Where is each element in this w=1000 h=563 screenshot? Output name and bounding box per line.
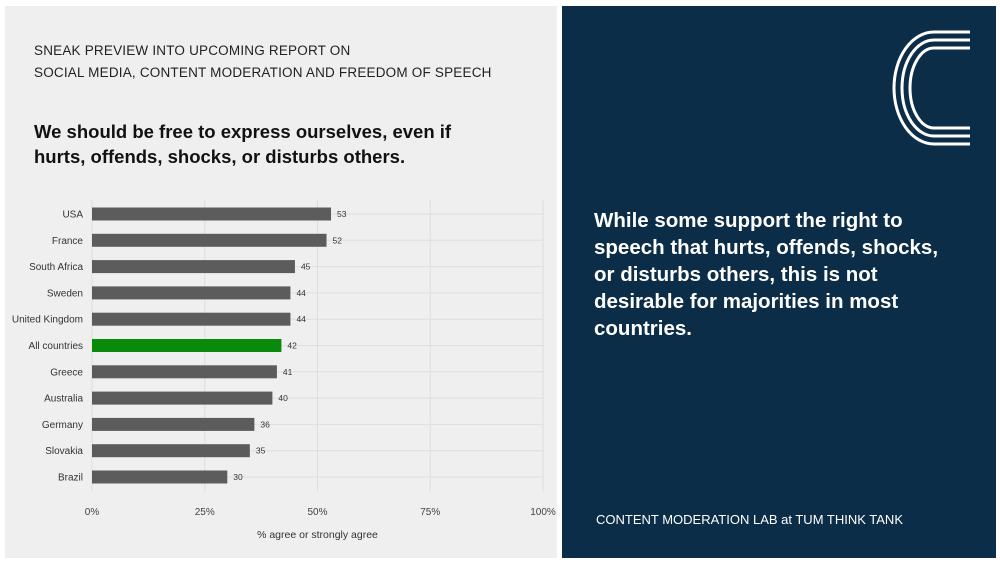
category-label: Slovakia <box>45 446 83 457</box>
category-label: Greece <box>50 367 83 378</box>
bar-value-label: 44 <box>296 288 306 298</box>
c-logo-icon <box>892 30 970 146</box>
bar-value-label: 40 <box>278 393 288 403</box>
category-label: Germany <box>42 420 83 431</box>
bar <box>92 233 327 247</box>
bar-value-label: 53 <box>337 209 347 219</box>
category-label: France <box>52 236 84 247</box>
bar <box>92 260 295 274</box>
bar-value-label: 42 <box>287 341 297 351</box>
footer-credit: CONTENT MODERATION LAB at TUM THINK TANK <box>596 512 903 527</box>
category-label: Brazil <box>58 473 83 484</box>
category-label: United Kingdom <box>12 315 83 326</box>
bar-chart: USA 53 France 52 South Africa 45 Sweden 44 Unite… <box>12 200 556 541</box>
bar <box>92 286 291 300</box>
summary-message: While some support the right to speech t… <box>594 209 939 340</box>
category-label: Sweden <box>47 288 83 299</box>
bar <box>92 470 228 484</box>
bar <box>92 391 273 405</box>
report-preview-line-2: SOCIAL MEDIA, CONTENT MODERATION AND FRE… <box>34 65 492 80</box>
bar-value-label: 44 <box>296 314 306 324</box>
report-preview-line-1: SNEAK PREVIEW INTO UPCOMING REPORT ON <box>34 43 351 58</box>
x-tick-label: 75% <box>420 507 440 518</box>
bar-value-label: 35 <box>256 446 266 456</box>
survey-question: We should be free to express ourselves, … <box>34 121 452 167</box>
category-label: USA <box>62 210 83 221</box>
bar <box>92 312 291 326</box>
category-label: South Africa <box>29 262 83 273</box>
bar <box>92 444 250 458</box>
bar-value-label: 30 <box>233 472 243 482</box>
bar <box>92 207 332 221</box>
x-axis-label: % agree or strongly agree <box>257 529 378 541</box>
summary-panel: While some support the right to speech t… <box>562 6 996 558</box>
bar-value-label: 41 <box>283 367 293 377</box>
x-tick-label: 50% <box>307 507 327 518</box>
bar-value-label: 45 <box>301 262 311 272</box>
category-label: Australia <box>44 394 83 405</box>
chart-panel: SNEAK PREVIEW INTO UPCOMING REPORT ON SO… <box>5 6 557 558</box>
x-tick-label: 25% <box>195 507 215 518</box>
bar <box>92 417 255 431</box>
bar-value-label: 52 <box>333 235 343 245</box>
x-tick-label: 100% <box>530 507 556 518</box>
bar <box>92 339 282 352</box>
bar <box>92 365 277 379</box>
x-tick-label: 0% <box>85 507 100 518</box>
category-label: All countries <box>29 341 83 352</box>
bar-value-label: 36 <box>260 419 270 429</box>
